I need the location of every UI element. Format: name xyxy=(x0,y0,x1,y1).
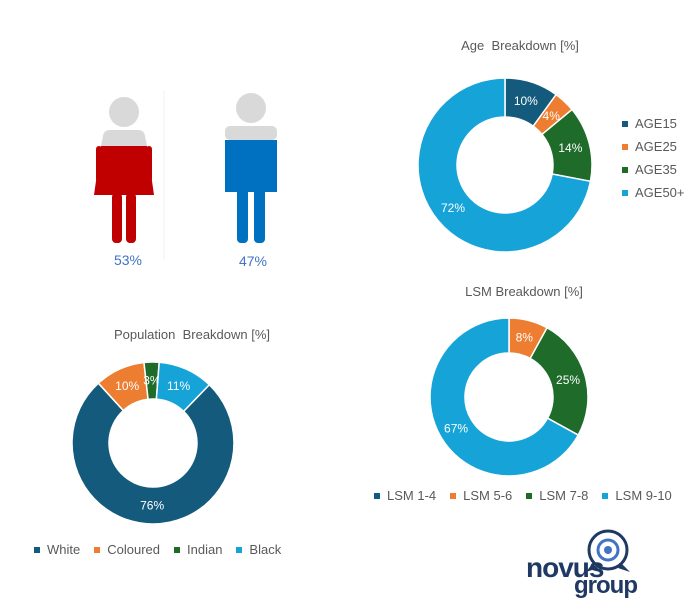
female-figure-icon xyxy=(94,97,154,243)
population-legend-label: Indian xyxy=(187,542,223,557)
population-legend-swatch xyxy=(34,546,40,553)
age-legend-label: AGE25 xyxy=(635,139,677,154)
population-donut-chart: 76% 10% 3% 11% xyxy=(71,361,235,525)
age-slice-age50- xyxy=(417,77,592,253)
lsm-data-label: 8% xyxy=(516,330,534,344)
male-figure-icon xyxy=(225,93,277,243)
female-percent: 53% xyxy=(113,252,143,268)
lsm-donut-chart: 8% 25% 67% xyxy=(429,317,589,477)
population-data-label: 11% xyxy=(167,379,190,393)
age-legend-swatch xyxy=(622,143,628,150)
lsm-data-label: 25% xyxy=(556,373,580,387)
age-legend-item: AGE15 xyxy=(622,116,685,131)
population-legend-item: White xyxy=(34,542,80,557)
population-data-label: 3% xyxy=(143,374,161,388)
lsm-legend-item: LSM 1-4 xyxy=(374,488,436,503)
age-legend-item: AGE50+ xyxy=(622,185,685,200)
lsm-legend-label: LSM 7-8 xyxy=(539,488,589,503)
lsm-legend-swatch xyxy=(602,492,609,499)
age-legend: AGE15 AGE25 AGE35 AGE50+ xyxy=(622,116,685,200)
population-legend-label: Coloured xyxy=(107,542,160,557)
logo-speech-icon xyxy=(586,529,630,572)
population-legend-label: White xyxy=(47,542,81,557)
lsm-legend-swatch xyxy=(526,492,533,499)
population-slice-black xyxy=(155,361,211,413)
novus-group-logo: novus group xyxy=(522,526,662,602)
age-data-label: 14% xyxy=(558,141,582,155)
population-slice-white xyxy=(71,382,235,525)
lsm-legend-label: LSM 9-10 xyxy=(615,488,672,503)
lsm-data-label: 67% xyxy=(444,421,468,435)
lsm-chart-title: LSM Breakdown [%] xyxy=(465,284,583,299)
lsm-legend-label: LSM 5-6 xyxy=(463,488,513,503)
population-data-label: 10% xyxy=(115,379,139,393)
population-legend-item: Coloured xyxy=(94,542,160,557)
lsm-legend-swatch xyxy=(450,492,457,499)
age-chart-title: Age Breakdown [%] xyxy=(461,38,579,53)
age-donut-chart: 10% 4% 14% 72% xyxy=(417,77,593,253)
male-percent: 47% xyxy=(238,253,268,269)
age-legend-swatch xyxy=(622,120,628,127)
gender-panel xyxy=(40,60,360,270)
age-legend-label: AGE50+ xyxy=(635,185,685,200)
age-data-label: 72% xyxy=(441,201,465,215)
population-data-label: 76% xyxy=(140,498,164,512)
lsm-legend-item: LSM 9-10 xyxy=(602,488,672,503)
population-legend: White Coloured Indian Black xyxy=(34,542,281,557)
population-legend-swatch xyxy=(174,546,180,553)
lsm-slice-lsm-9-10 xyxy=(429,317,580,477)
age-legend-swatch xyxy=(622,189,628,196)
lsm-legend-item: LSM 5-6 xyxy=(450,488,512,503)
gender-figures xyxy=(94,90,277,260)
lsm-legend: LSM 1-4 LSM 5-6 LSM 7-8 LSM 9-10 xyxy=(374,488,672,503)
population-legend-swatch xyxy=(94,546,101,553)
age-legend-item: AGE25 xyxy=(622,139,685,154)
population-legend-item: Indian xyxy=(174,542,222,557)
age-legend-swatch xyxy=(622,166,628,173)
lsm-legend-swatch xyxy=(374,492,380,499)
age-legend-label: AGE15 xyxy=(635,116,677,131)
age-data-label: 4% xyxy=(543,109,561,123)
population-legend-item: Black xyxy=(236,542,281,557)
lsm-legend-label: LSM 1-4 xyxy=(387,488,437,503)
population-chart-title: Population Breakdown [%] xyxy=(113,327,271,342)
population-legend-label: Black xyxy=(249,542,282,557)
age-data-label: 10% xyxy=(514,94,538,108)
age-legend-label: AGE35 xyxy=(635,162,677,177)
population-legend-swatch xyxy=(236,546,243,553)
lsm-legend-item: LSM 7-8 xyxy=(526,488,588,503)
logo-text-novus: novus xyxy=(526,552,604,583)
age-legend-item: AGE35 xyxy=(622,162,685,177)
logo-text-group: group xyxy=(574,572,638,599)
